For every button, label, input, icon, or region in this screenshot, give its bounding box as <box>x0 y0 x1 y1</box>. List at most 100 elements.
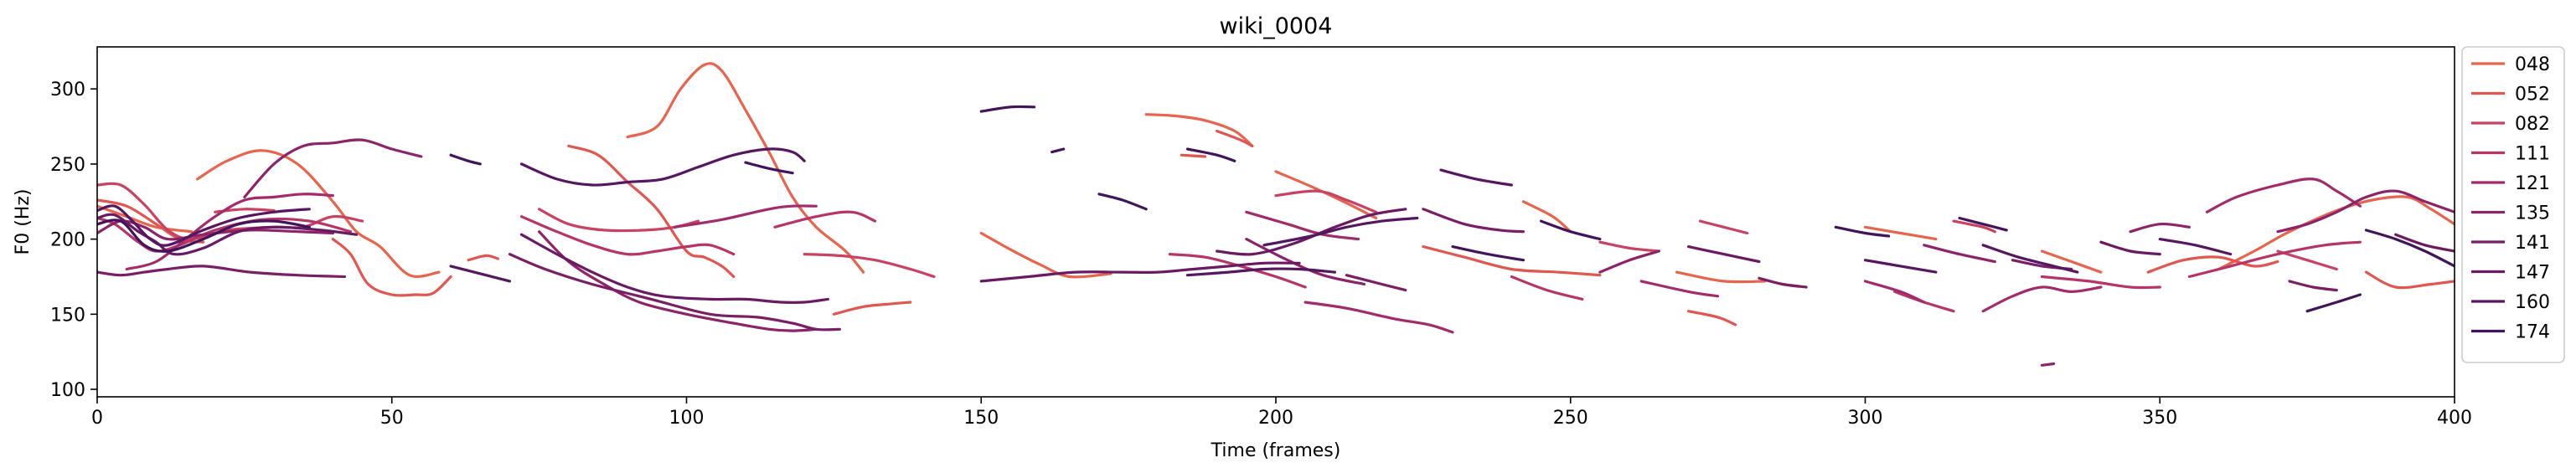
series-line-174 <box>1097 193 1148 211</box>
series-line-174 <box>2364 229 2455 268</box>
chart-title: wiki_0004 <box>1220 13 1333 39</box>
series-line-174 <box>1185 147 1236 162</box>
series-135 <box>97 138 2455 367</box>
y-tick-label: 150 <box>50 305 85 326</box>
series-line-135 <box>538 230 818 332</box>
series-line-174 <box>1540 219 1602 241</box>
legend-label-147: 147 <box>2515 263 2550 284</box>
series-line-160 <box>449 265 512 283</box>
series-line-052 <box>2364 270 2455 290</box>
y-tick-label: 100 <box>50 380 85 401</box>
series-line-048 <box>1863 225 1938 241</box>
series-line-147 <box>97 213 359 256</box>
series-line-135 <box>2040 362 2056 367</box>
x-tick-label: 50 <box>380 408 404 429</box>
series-line-048 <box>2040 249 2103 274</box>
series-line-160 <box>97 204 311 247</box>
series-line-111 <box>2187 240 2362 279</box>
x-tick-label: 400 <box>2437 408 2472 429</box>
legend-label-052: 052 <box>2515 85 2550 105</box>
series-line-135 <box>243 138 423 198</box>
series-line-135 <box>1923 244 1996 264</box>
series-line-174 <box>1834 225 1891 238</box>
y-tick-label: 200 <box>50 230 85 251</box>
series-174 <box>97 105 2455 313</box>
series-line-082 <box>803 253 936 279</box>
y-tick-label: 300 <box>50 80 85 100</box>
legend-label-121: 121 <box>2515 173 2550 194</box>
legend-label-174: 174 <box>2515 322 2550 343</box>
y-tick-label: 250 <box>50 155 85 176</box>
x-tick-label: 350 <box>2142 408 2177 429</box>
series-line-174 <box>744 161 794 175</box>
series-052 <box>97 129 2455 326</box>
x-tick-label: 0 <box>91 408 103 429</box>
series-line-135 <box>2276 189 2455 234</box>
series-line-082 <box>1598 240 1660 253</box>
series-line-052 <box>467 254 499 262</box>
series-line-048 <box>196 149 441 278</box>
legend-label-135: 135 <box>2515 203 2550 224</box>
x-tick-label: 300 <box>1848 408 1883 429</box>
series-line-147 <box>979 261 1301 283</box>
series-line-160 <box>1439 168 1513 187</box>
series-147 <box>97 208 2455 305</box>
series-line-121 <box>1981 285 2103 313</box>
series-line-048 <box>1274 170 1378 220</box>
series-line-052 <box>1180 153 1207 158</box>
series-line-048 <box>1144 113 1254 147</box>
series-line-121 <box>1303 301 1454 334</box>
series-line-147 <box>519 233 829 305</box>
series-line-135 <box>2129 222 2191 234</box>
series-line-048 <box>626 62 865 274</box>
series-line-121 <box>1863 280 1926 304</box>
series-line-135 <box>1598 249 1660 274</box>
series-line-141 <box>1345 274 1407 292</box>
series-line-052 <box>2146 255 2279 274</box>
legend-label-141: 141 <box>2515 233 2550 254</box>
series-line-141 <box>97 265 347 279</box>
legend-label-160: 160 <box>2515 292 2550 313</box>
legend-label-111: 111 <box>2515 144 2550 165</box>
series-line-121 <box>1245 210 1360 241</box>
series-line-052 <box>832 301 912 316</box>
y-axis-label: F0 (Hz) <box>13 189 34 255</box>
series-line-121 <box>125 193 334 271</box>
legend: 048 052 082 111 121 135 141 147 160 174 <box>2461 46 2565 363</box>
series-layer <box>97 62 2455 367</box>
series-line-048 <box>979 231 1112 279</box>
series-line-160 <box>1863 259 1938 274</box>
series-line-048 <box>2217 195 2455 271</box>
x-tick-label: 100 <box>669 408 705 429</box>
x-tick-label: 200 <box>1258 408 1293 429</box>
series-160 <box>97 147 2233 283</box>
series-line-147 <box>1686 245 1761 264</box>
series-line-121 <box>1639 280 1720 298</box>
legend-label-082: 082 <box>2515 114 2550 135</box>
series-line-048 <box>97 204 194 234</box>
series-line-052 <box>1422 245 1602 277</box>
series-line-147 <box>2099 240 2161 256</box>
x-axis: 0 50 100 150 200 250 300 350 400 <box>91 397 2472 429</box>
series-line-048 <box>1675 270 1767 284</box>
series-line-111 <box>1510 275 1584 301</box>
series-line-111 <box>2040 275 2161 290</box>
series-line-141 <box>508 253 841 332</box>
series-line-174 <box>97 219 311 253</box>
series-line-082 <box>1274 189 1378 213</box>
series-line-174 <box>449 153 482 166</box>
series-line-111 <box>773 210 877 229</box>
series-line-174 <box>1051 147 1066 154</box>
series-line-160 <box>1981 244 2079 274</box>
series-121 <box>125 177 2362 334</box>
series-line-111 <box>519 215 736 256</box>
series-line-160 <box>2158 238 2233 256</box>
series-line-082 <box>2276 249 2338 271</box>
series-line-052 <box>567 144 736 279</box>
series-line-052 <box>1216 129 1254 147</box>
series-141 <box>97 208 2338 332</box>
series-line-174 <box>1451 245 1525 262</box>
x-tick-label: 250 <box>1553 408 1588 429</box>
x-tick-label: 150 <box>963 408 999 429</box>
